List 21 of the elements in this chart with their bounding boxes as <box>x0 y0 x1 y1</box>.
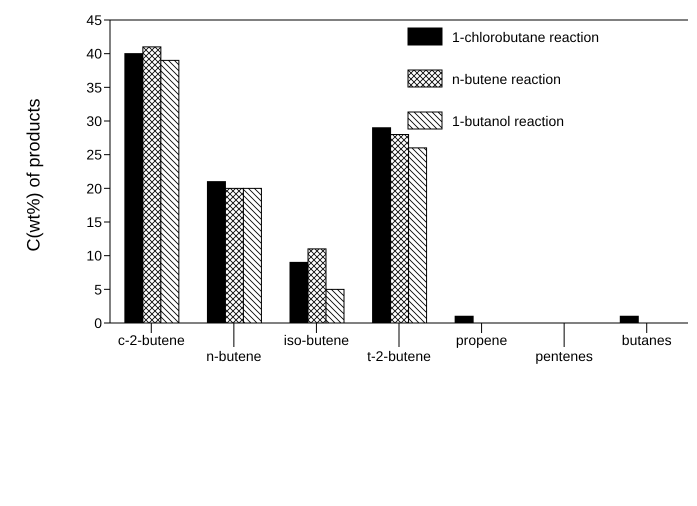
x-tick-label: c-2-butene <box>118 332 185 348</box>
y-tick-label: 30 <box>86 112 102 129</box>
x-tick-label: propene <box>456 332 508 348</box>
legend-label: n-butene reaction <box>452 71 561 87</box>
y-tick-label: 20 <box>86 180 102 196</box>
x-tick-label: n-butene <box>206 348 262 364</box>
x-tick-label: iso-butene <box>284 332 350 348</box>
legend-label: 1-chlorobutane reaction <box>452 29 600 45</box>
y-tick-label: 25 <box>86 146 102 163</box>
y-tick-label: 45 <box>86 12 102 28</box>
y-tick-label: 35 <box>86 79 102 96</box>
y-tick-label: 5 <box>94 281 102 298</box>
x-tick-label: pentenes <box>535 348 593 364</box>
x-tick-label: t-2-butene <box>367 348 432 364</box>
y-axis-title: C(wt%) of products <box>23 98 44 252</box>
y-tick-label: 40 <box>86 46 102 62</box>
x-tick-label: butanes <box>622 332 672 348</box>
y-tick-label: 15 <box>86 214 102 230</box>
y-tick-label: 0 <box>94 314 102 331</box>
y-tick-label: 10 <box>86 248 102 264</box>
legend-label: 1-butanol reaction <box>452 113 564 129</box>
